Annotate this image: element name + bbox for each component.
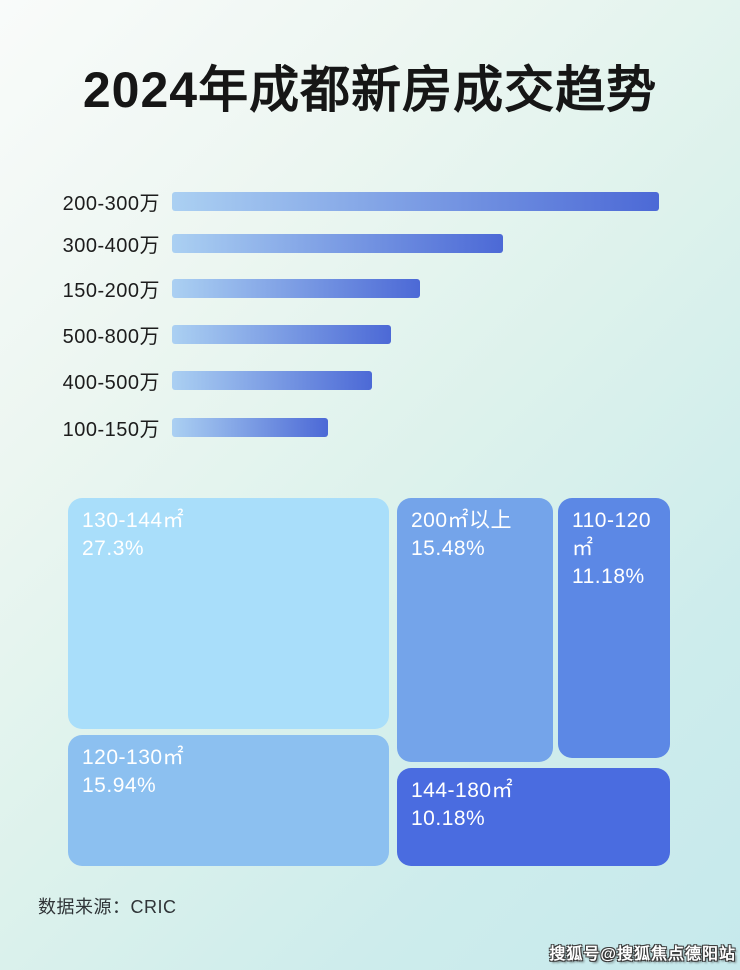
treemap-cell: 144-180㎡ 10.18%: [397, 768, 670, 866]
treemap-cell-percent: 15.48%: [411, 536, 486, 560]
data-source-label: 数据来源：CRIC: [38, 897, 177, 917]
treemap-cell-percent: 10.18%: [411, 806, 486, 830]
bar-row: 150-200万: [0, 268, 740, 308]
treemap-cell: 110-120㎡ 11.18%: [558, 498, 670, 758]
treemap-cell-label: 110-120㎡: [572, 509, 652, 560]
bar-row: 100-150万: [0, 407, 740, 447]
treemap-cell-percent: 11.18%: [572, 564, 645, 588]
treemap-cell-percent: 27.3%: [82, 536, 145, 560]
treemap-cell: 120-130㎡ 15.94%: [68, 735, 389, 866]
bar: [172, 417, 328, 437]
page-title: 2024年成都新房成交趋势: [82, 62, 658, 118]
bar: [172, 278, 420, 298]
treemap-cell-percent: 15.94%: [82, 773, 157, 797]
bar-category-label: 100-150万: [62, 418, 160, 441]
bar-category-label: 400-500万: [62, 371, 160, 394]
bar: [172, 191, 659, 211]
treemap-cell-label: 200㎡以上: [411, 509, 513, 532]
bar: [172, 233, 503, 253]
bar-row: 400-500万: [0, 360, 740, 400]
treemap-cell: 130-144㎡ 27.3%: [68, 498, 389, 729]
treemap-cell-label: 120-130㎡: [82, 746, 185, 769]
bar-category-label: 200-300万: [62, 192, 160, 215]
bar-row: 500-800万: [0, 314, 740, 354]
bar-category-label: 150-200万: [62, 279, 160, 302]
bar: [172, 370, 372, 390]
watermark: 搜狐号@搜狐焦点德阳站: [549, 946, 736, 963]
bar-row: 300-400万: [0, 223, 740, 263]
treemap-cell: 200㎡以上 15.48%: [397, 498, 553, 762]
treemap-cell-label: 130-144㎡: [82, 509, 185, 532]
bar-category-label: 500-800万: [62, 325, 160, 348]
bar-category-label: 300-400万: [62, 234, 160, 257]
bar: [172, 324, 391, 344]
treemap-cell-label: 144-180㎡: [411, 779, 514, 802]
bar-row: 200-300万: [0, 181, 740, 221]
